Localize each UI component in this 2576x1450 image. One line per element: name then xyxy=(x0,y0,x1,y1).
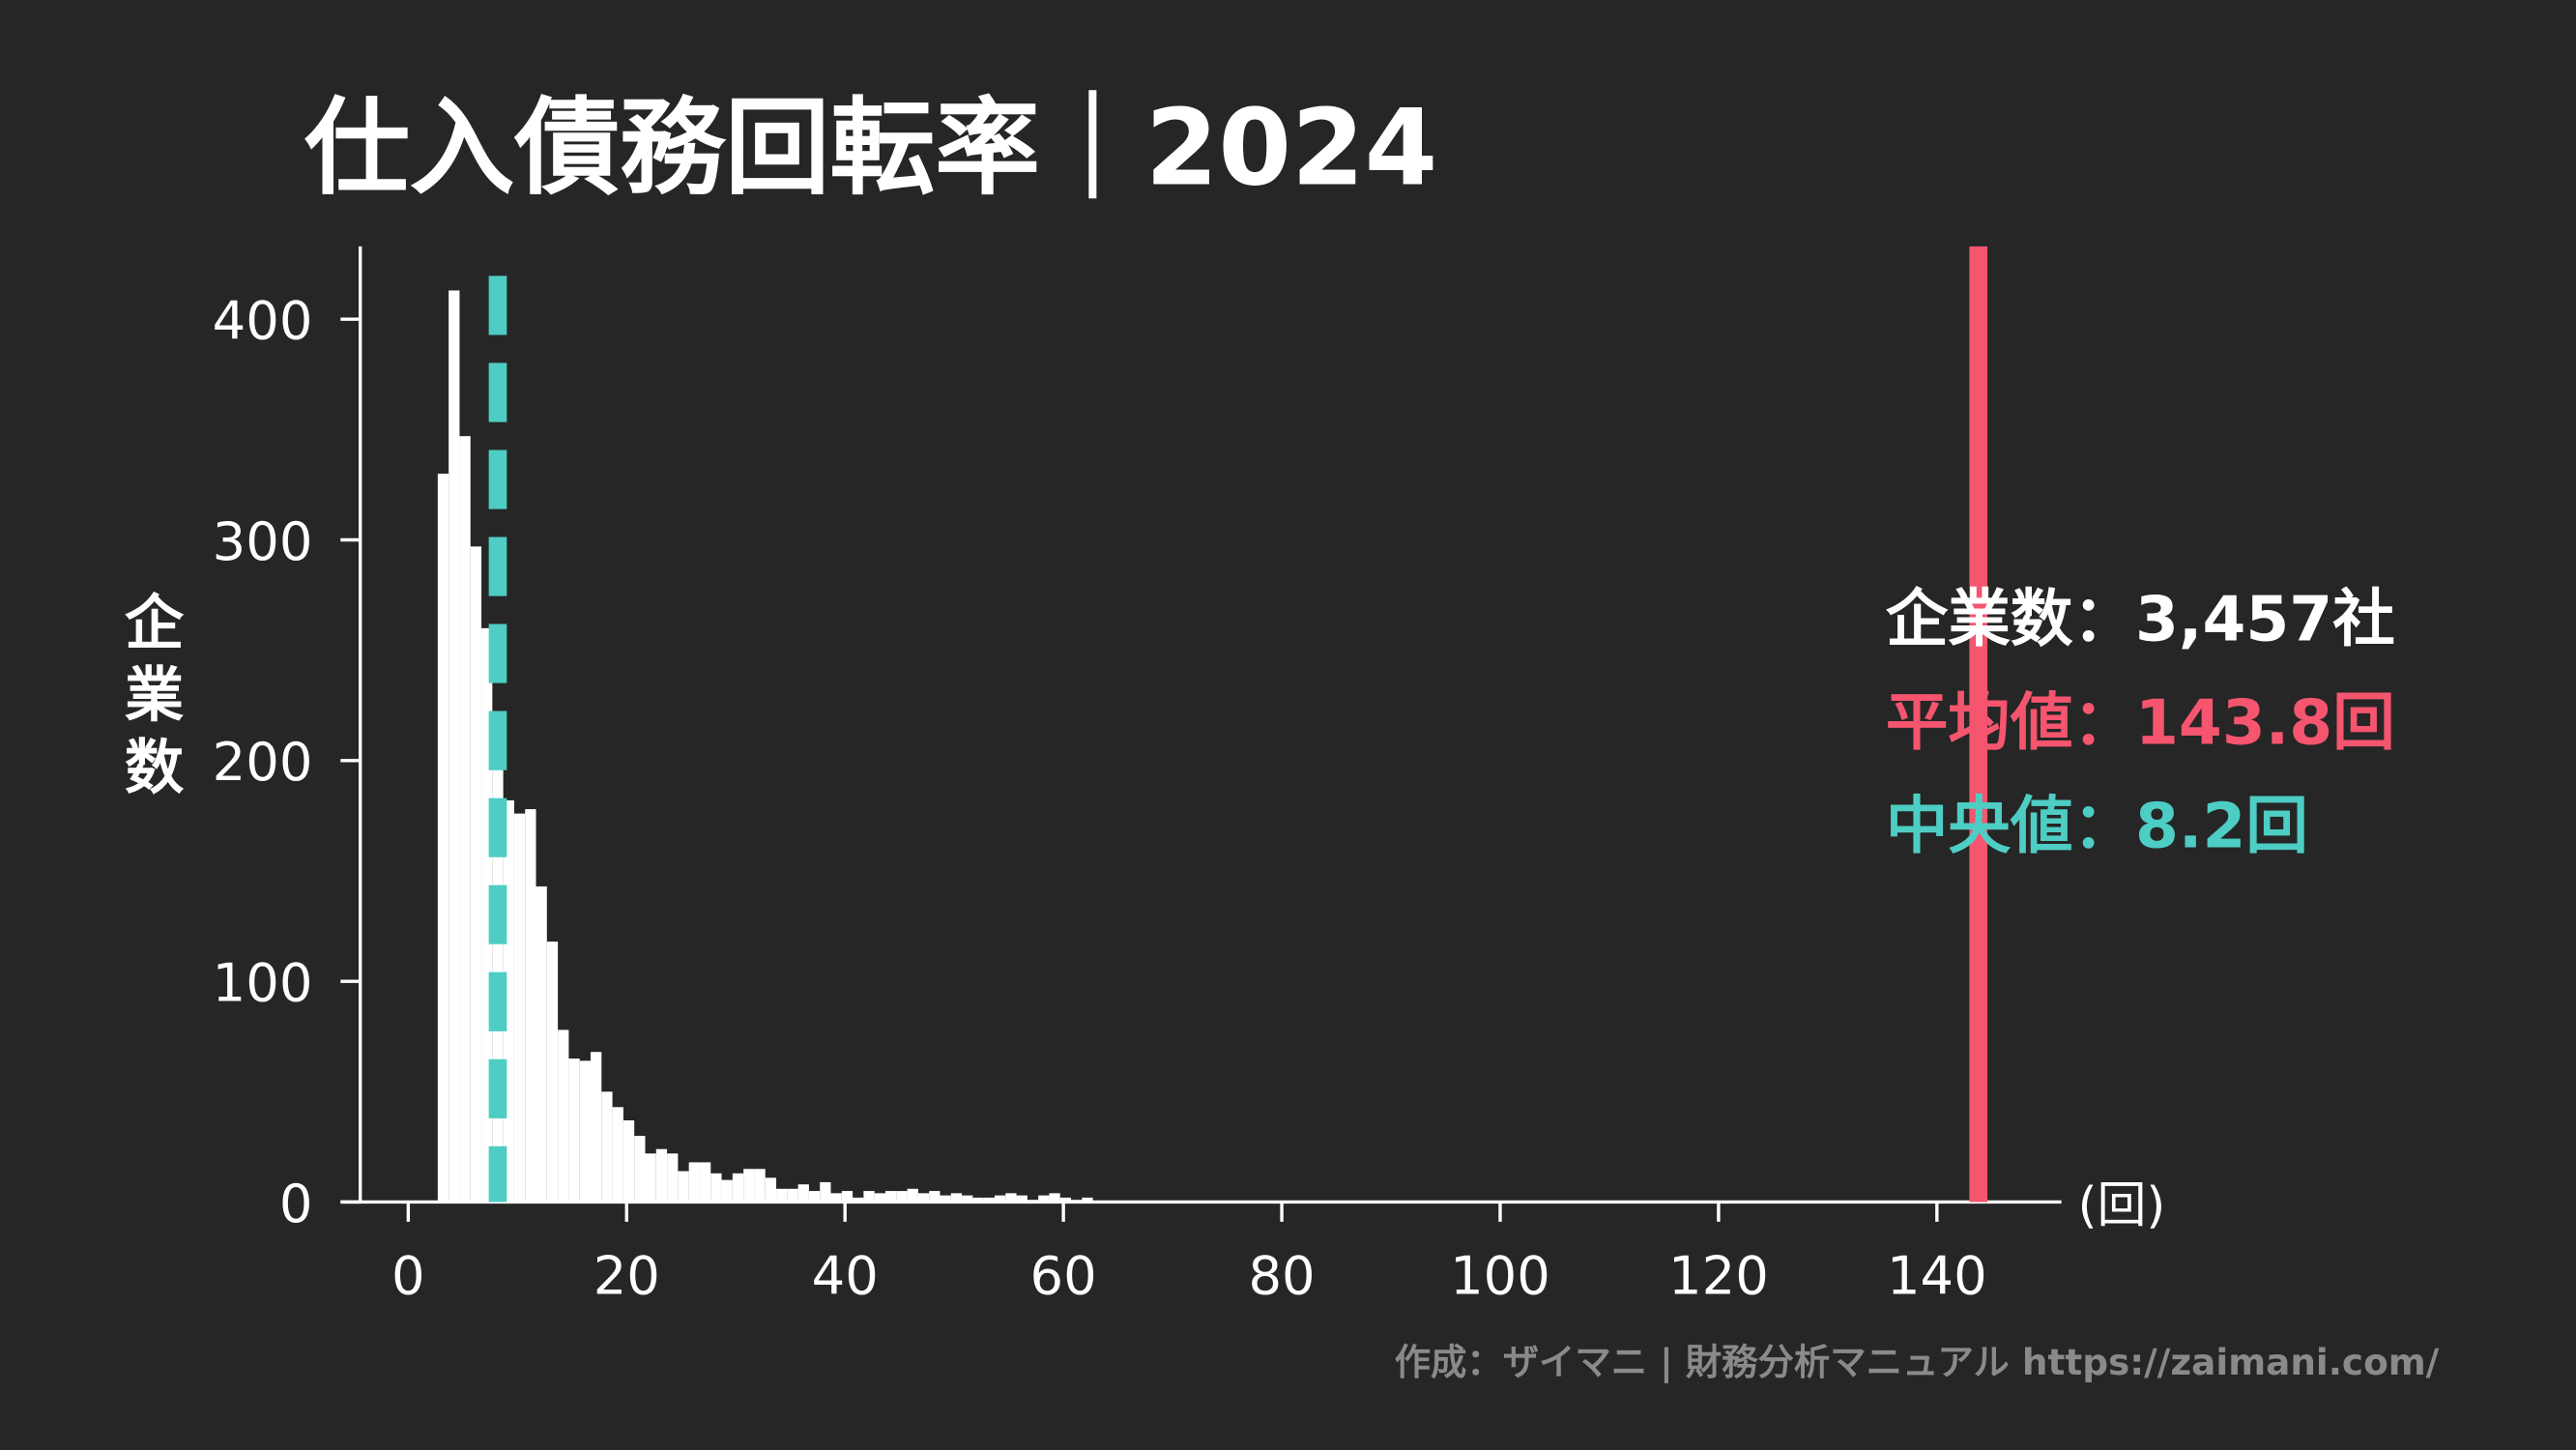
histogram-bar xyxy=(787,1188,798,1203)
histogram-bar xyxy=(634,1135,646,1203)
histogram-bar xyxy=(1005,1193,1017,1203)
y-tick-label: 400 xyxy=(213,291,313,352)
y-axis-label: 企業数 xyxy=(114,591,184,807)
x-tick-label: 0 xyxy=(391,1246,425,1307)
x-tick-label: 80 xyxy=(1248,1246,1315,1307)
histogram-bar xyxy=(1016,1195,1028,1203)
histogram-bar xyxy=(972,1197,984,1203)
histogram-bar xyxy=(1038,1195,1050,1203)
histogram-bar xyxy=(710,1173,722,1203)
x-tick-label: 60 xyxy=(1030,1246,1097,1307)
histogram-bar xyxy=(699,1162,711,1203)
histogram-bar xyxy=(896,1191,908,1203)
histogram-bar xyxy=(940,1195,951,1203)
y-tick-label: 300 xyxy=(213,511,313,572)
histogram-bar xyxy=(535,885,547,1203)
x-tick-label: 140 xyxy=(1887,1246,1987,1307)
histogram-bar xyxy=(776,1188,788,1203)
histogram-bar xyxy=(437,473,449,1203)
histogram-bar xyxy=(579,1060,592,1203)
x-tick-label: 20 xyxy=(593,1246,660,1307)
histogram-bar xyxy=(983,1197,995,1203)
histogram-bar xyxy=(721,1179,733,1203)
histogram-bar xyxy=(558,1030,569,1203)
histogram-bar xyxy=(929,1191,941,1203)
histogram-bar xyxy=(917,1193,930,1203)
annotation: 中央値：8.2回 xyxy=(1886,791,2308,863)
histogram-bar xyxy=(667,1153,679,1203)
histogram-bar xyxy=(655,1148,668,1203)
histogram-bar xyxy=(808,1191,821,1203)
histogram-bar xyxy=(601,1091,613,1203)
histogram-bar xyxy=(765,1177,777,1203)
histogram-bar xyxy=(688,1162,700,1203)
histogram-bar xyxy=(885,1191,897,1203)
histogram-bar xyxy=(503,799,514,1203)
histogram-bar xyxy=(820,1181,831,1203)
histogram-bar xyxy=(830,1193,842,1203)
histogram-bar xyxy=(797,1184,809,1203)
histogram-bar xyxy=(962,1195,973,1203)
histogram-bar xyxy=(513,813,526,1203)
histogram-bar xyxy=(853,1197,864,1203)
chart-title: 仕入債務回転率｜2024 xyxy=(304,86,1437,209)
y-tick-label: 200 xyxy=(213,732,313,793)
histogram-bar xyxy=(568,1058,580,1203)
histogram-bar xyxy=(907,1188,918,1203)
histogram-bar xyxy=(754,1169,766,1203)
histogram-bar xyxy=(874,1193,886,1203)
histogram-bar xyxy=(1049,1193,1060,1203)
y-tick-label: 100 xyxy=(213,953,313,1014)
histogram-bar xyxy=(732,1173,744,1203)
x-tick-label: 40 xyxy=(812,1246,879,1307)
histogram-bar xyxy=(459,436,471,1203)
histogram-bar xyxy=(481,627,493,1203)
histogram-bar xyxy=(470,546,482,1203)
histogram-bar xyxy=(591,1052,602,1203)
histogram-bar xyxy=(622,1120,635,1203)
y-tick-label: 0 xyxy=(279,1174,313,1234)
histogram-bar xyxy=(546,942,559,1203)
histogram-bar xyxy=(1059,1197,1072,1203)
histogram-bar xyxy=(525,809,536,1203)
histogram-bar xyxy=(1082,1197,1093,1203)
histogram-bar xyxy=(449,290,460,1203)
histogram-bar xyxy=(743,1169,755,1203)
histogram-bar xyxy=(994,1195,1006,1203)
footer: 作成：ザイマニ | 財務分析マニュアル https://zaimani.com/ xyxy=(1395,1341,2440,1384)
histogram-bar xyxy=(1071,1200,1083,1203)
histogram-bar xyxy=(841,1191,854,1203)
histogram-bar xyxy=(678,1171,689,1203)
histogram-bar xyxy=(612,1107,623,1203)
annotation: 平均値：143.8回 xyxy=(1886,687,2395,760)
x-tick-label: 100 xyxy=(1450,1246,1550,1307)
histogram-bar xyxy=(645,1153,656,1203)
histogram-bar xyxy=(863,1191,875,1203)
histogram-bar xyxy=(950,1193,963,1203)
annotation: 企業数：3,457社 xyxy=(1886,584,2395,656)
histogram-bar xyxy=(1027,1200,1039,1203)
x-axis-label: (回) xyxy=(2078,1177,2166,1234)
x-tick-label: 120 xyxy=(1668,1246,1769,1307)
